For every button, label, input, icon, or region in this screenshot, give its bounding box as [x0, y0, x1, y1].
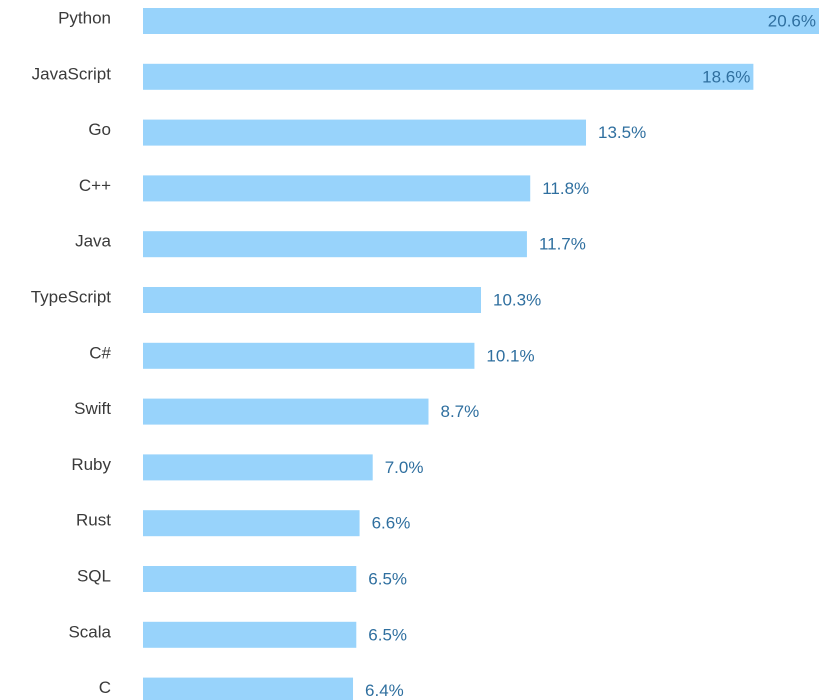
category-label-swift: Swift — [74, 399, 111, 418]
value-label-typescript: 10.3% — [493, 290, 541, 309]
value-label-javascript: 18.6% — [702, 67, 750, 86]
bar-javascript — [143, 63, 754, 90]
value-label-scala: 6.5% — [368, 625, 407, 644]
value-label-sql: 6.5% — [368, 569, 407, 588]
bar-rust — [143, 510, 360, 537]
bars — [143, 8, 819, 700]
category-label-ruby: Ruby — [71, 455, 111, 474]
category-label-sql: SQL — [77, 566, 111, 585]
value-label-go: 13.5% — [598, 123, 646, 142]
category-label-c: C — [99, 678, 111, 697]
value-label-cplusplus: 11.8% — [542, 179, 589, 198]
category-label-rust: Rust — [76, 511, 111, 530]
value-label-c: 6.4% — [365, 681, 404, 700]
category-label-csharp: C# — [89, 343, 111, 362]
bar-csharp — [143, 342, 475, 369]
bar-java — [143, 231, 527, 258]
bar-cplusplus — [143, 175, 531, 202]
category-label-javascript: JavaScript — [32, 64, 112, 83]
category-label-typescript: TypeScript — [31, 287, 112, 306]
value-label-python: 20.6% — [768, 11, 816, 30]
category-label-cplusplus: C++ — [79, 176, 111, 195]
bar-sql — [143, 566, 357, 592]
bar-typescript — [143, 287, 481, 313]
category-label-python: Python — [58, 8, 111, 27]
value-label-ruby: 7.0% — [385, 458, 424, 477]
category-label-scala: Scala — [68, 622, 111, 641]
bar-go — [143, 119, 587, 146]
category-labels: Python JavaScript Go C++ Java TypeScript C# Swi… — [31, 8, 112, 697]
bar-ruby — [143, 454, 373, 481]
category-label-java: Java — [75, 232, 111, 251]
value-label-rust: 6.6% — [372, 514, 411, 533]
value-label-java: 11.7% — [539, 235, 586, 254]
value-labels: 20.6% 18.6% 13.5% 11.8% 11.7% 10.3% 10.1% 8.7% 7… — [365, 11, 816, 700]
bar-c — [143, 677, 354, 700]
category-label-go: Go — [88, 120, 111, 139]
bar-swift — [143, 398, 429, 425]
value-label-swift: 8.7% — [440, 402, 479, 421]
value-label-csharp: 10.1% — [486, 346, 534, 365]
bar-python — [143, 8, 819, 34]
bar-scala — [143, 621, 357, 648]
